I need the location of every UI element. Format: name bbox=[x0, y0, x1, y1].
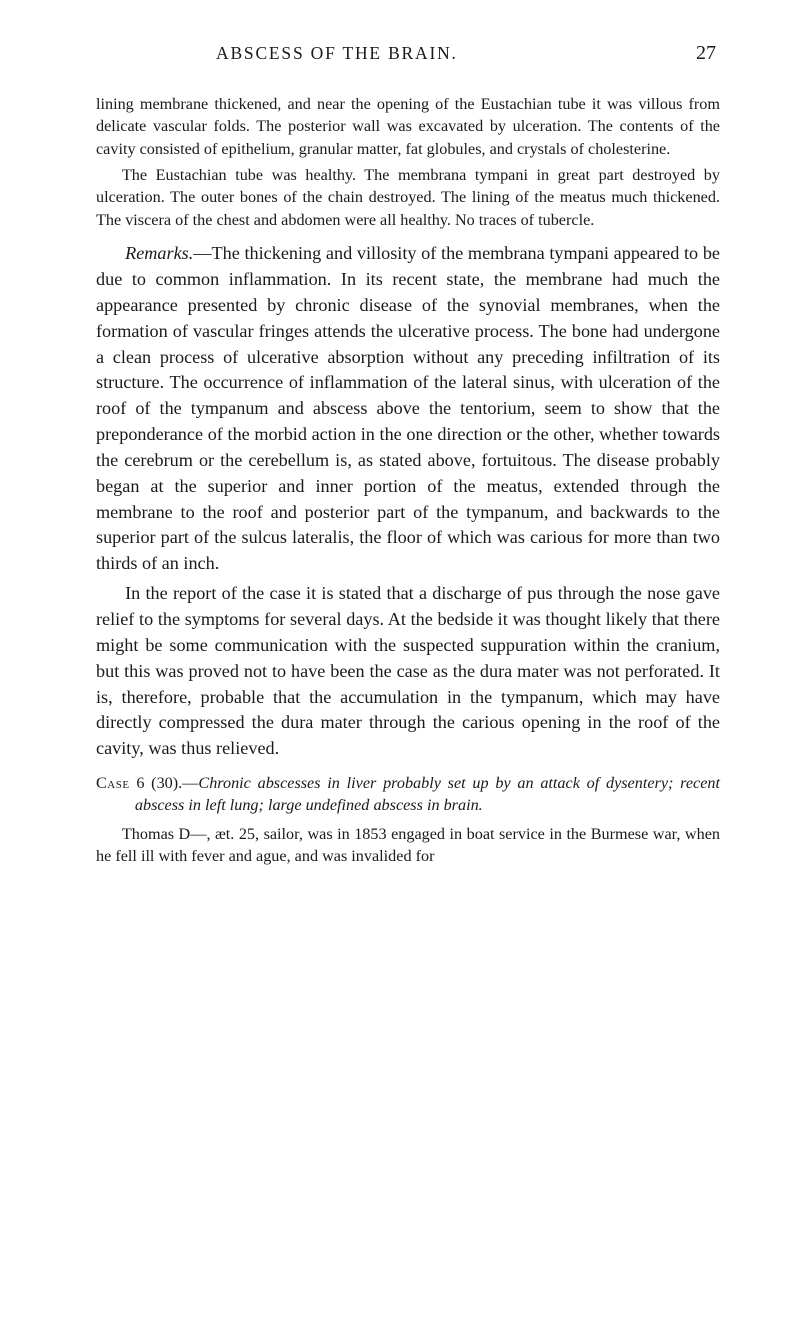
case-heading: Case 6 (30).—Chronic abscesses in liver … bbox=[96, 772, 720, 817]
paragraph-2: The Eustachian tube was healthy. The mem… bbox=[96, 164, 720, 231]
paragraph-3: Remarks.—The thickening and villosity of… bbox=[96, 241, 720, 577]
case-number: 6 (30).— bbox=[130, 774, 199, 792]
page-number: 27 bbox=[696, 42, 716, 65]
paragraph-1: lining membrane thickened, and near the … bbox=[96, 93, 720, 160]
running-head: ABSCESS OF THE BRAIN. 27 bbox=[96, 42, 720, 65]
paragraph-3-body: —The thickening and villosity of the mem… bbox=[96, 243, 720, 573]
remarks-lead: Remarks. bbox=[125, 243, 193, 263]
case-title: Chronic abscesses in liver probably set … bbox=[135, 774, 720, 814]
paragraph-4: In the report of the case it is stated t… bbox=[96, 581, 720, 762]
paragraph-6: Thomas D—, æt. 25, sailor, was in 1853 e… bbox=[96, 823, 720, 868]
body-text: lining membrane thickened, and near the … bbox=[96, 93, 720, 867]
case-label: Case bbox=[96, 774, 130, 792]
page: ABSCESS OF THE BRAIN. 27 lining membrane… bbox=[0, 0, 800, 1331]
running-title: ABSCESS OF THE BRAIN. bbox=[216, 43, 458, 64]
